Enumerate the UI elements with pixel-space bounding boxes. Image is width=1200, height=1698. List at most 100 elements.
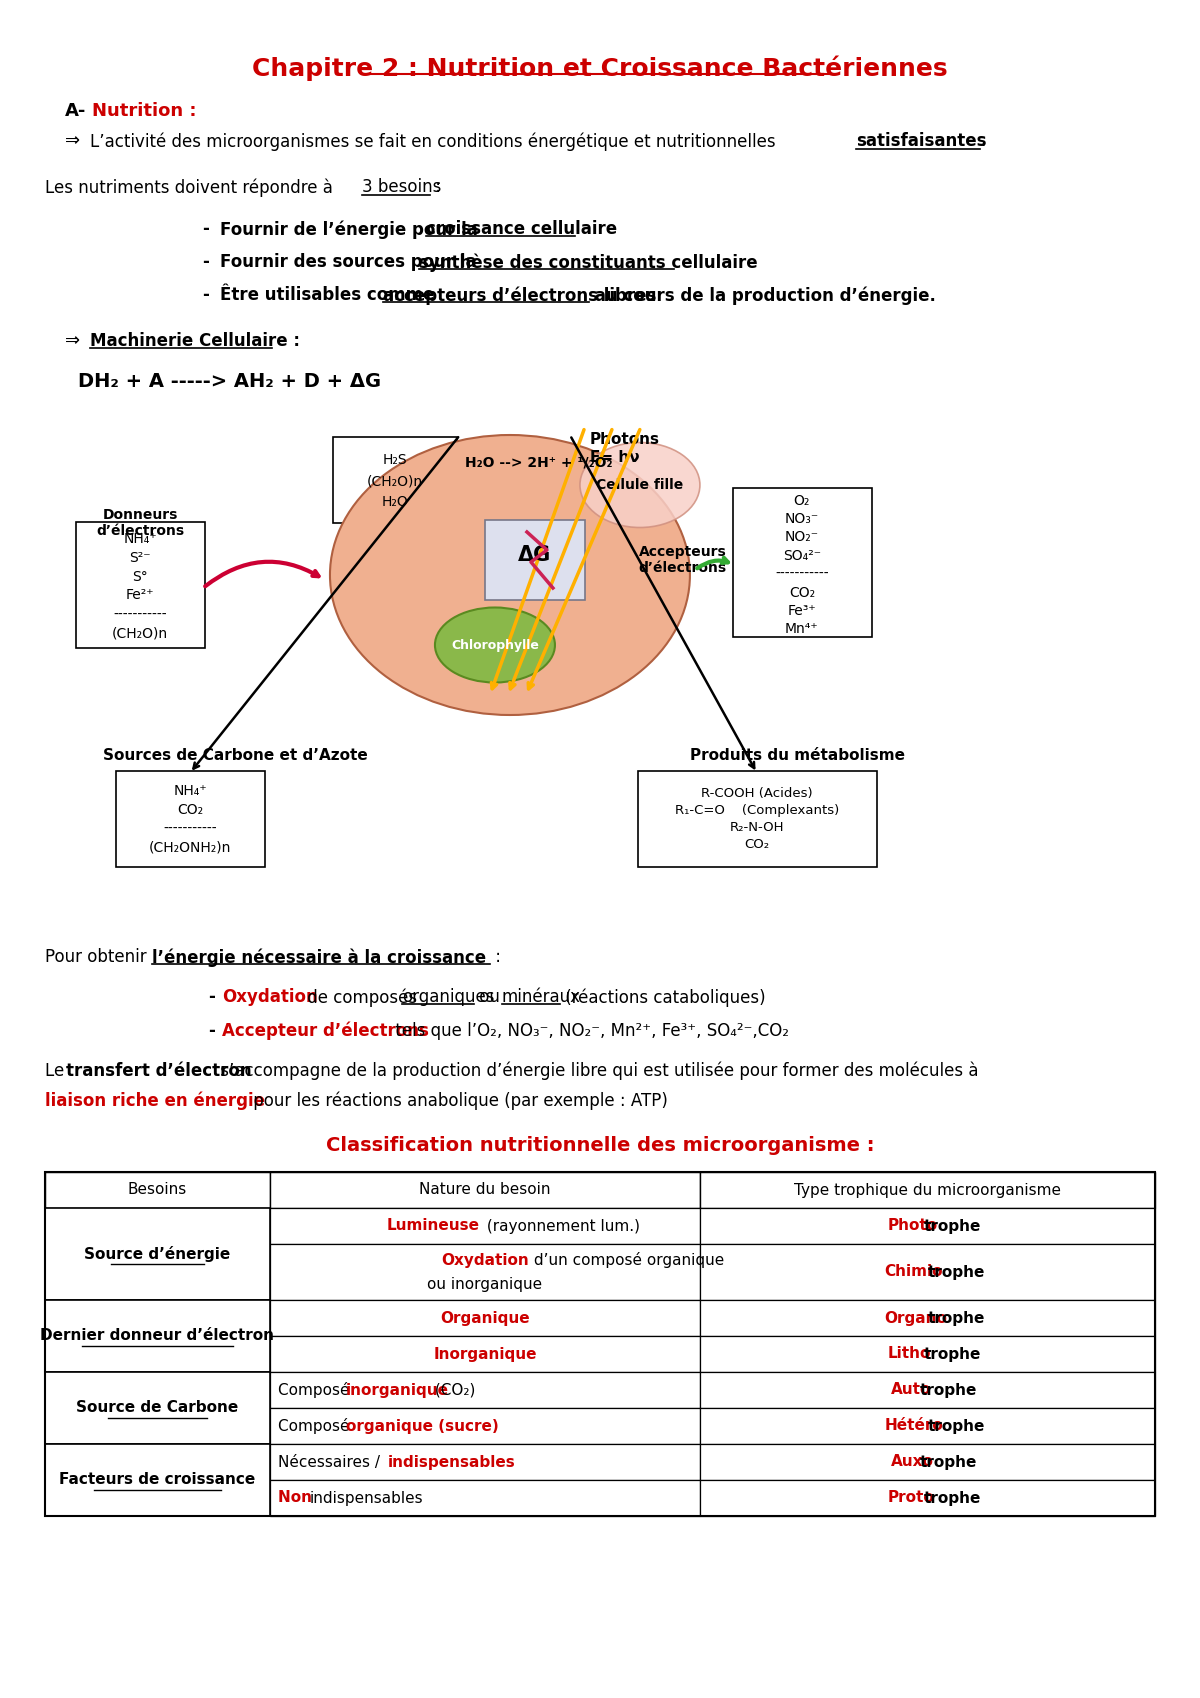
Bar	[700, 1172, 1154, 1207]
Text: trophe: trophe	[920, 1455, 978, 1469]
Bar	[270, 1245, 700, 1301]
Text: Photons: Photons	[590, 431, 660, 447]
Text: trophe: trophe	[924, 1347, 982, 1362]
Text: au cours de la production d’énergie.: au cours de la production d’énergie.	[589, 285, 936, 304]
Text: O₂
NO₃⁻
NO₂⁻
SO₄²⁻
-----------
CO₂
Fe³⁺
Mn⁴⁺: O₂ NO₃⁻ NO₂⁻ SO₄²⁻ ----------- CO₂ Fe³⁺ …	[775, 494, 829, 637]
Text: Produits du métabolisme: Produits du métabolisme	[690, 749, 905, 762]
Text: NH₄⁺
S²⁻
S°
Fe²⁺
-----------
(CH₂O)n: NH₄⁺ S²⁻ S° Fe²⁺ ----------- (CH₂O)n	[112, 531, 168, 640]
Text: inorganique: inorganique	[346, 1382, 449, 1397]
Text: E= hν: E= hν	[590, 450, 640, 465]
Bar	[270, 1207, 700, 1245]
Text: .: .	[980, 132, 985, 149]
Bar	[270, 1481, 700, 1516]
Text: (CO₂): (CO₂)	[430, 1382, 475, 1397]
Text: croissance cellulaire: croissance cellulaire	[426, 221, 617, 238]
Text: Type trophique du microorganisme: Type trophique du microorganisme	[794, 1182, 1061, 1197]
Text: :: :	[490, 947, 500, 966]
Text: Non: Non	[278, 1491, 317, 1506]
Bar	[700, 1336, 1154, 1372]
Text: trophe: trophe	[924, 1219, 982, 1233]
Text: H₂O --> 2H⁺ + ¹/₂O₂: H₂O --> 2H⁺ + ¹/₂O₂	[464, 455, 612, 469]
Text: Chlorophylle: Chlorophylle	[451, 638, 539, 652]
Text: Auto: Auto	[892, 1382, 931, 1397]
Text: -: -	[202, 285, 209, 304]
Text: transfert d’électron: transfert d’électron	[66, 1061, 252, 1080]
Text: de composés: de composés	[302, 988, 422, 1007]
Text: H₂S
(CH₂O)n
H₂O: H₂S (CH₂O)n H₂O	[367, 453, 424, 509]
Text: (rayonnement lum.): (rayonnement lum.)	[482, 1219, 640, 1233]
Text: Facteurs de croissance: Facteurs de croissance	[59, 1472, 256, 1487]
Text: R-COOH (Acides)
R₁-C=O    (Complexants)
R₂-N-OH
CO₂: R-COOH (Acides) R₁-C=O (Complexants) R₂-…	[674, 786, 839, 851]
FancyBboxPatch shape	[332, 436, 457, 523]
FancyBboxPatch shape	[116, 771, 265, 868]
Text: Oxydation: Oxydation	[222, 988, 318, 1005]
Text: Source d’énergie: Source d’énergie	[84, 1246, 230, 1262]
Text: Pour obtenir: Pour obtenir	[44, 947, 152, 966]
Text: trophe: trophe	[920, 1382, 978, 1397]
Ellipse shape	[580, 443, 700, 528]
Bar	[700, 1372, 1154, 1408]
Text: d’un composé organique: d’un composé organique	[529, 1251, 724, 1268]
Text: Sources de Carbone et d’Azote: Sources de Carbone et d’Azote	[103, 749, 367, 762]
Text: -: -	[208, 988, 215, 1005]
Text: (réactions cataboliques): (réactions cataboliques)	[560, 988, 766, 1007]
Text: Cellule fille: Cellule fille	[596, 479, 684, 492]
Bar	[270, 1443, 700, 1481]
Text: -: -	[202, 253, 209, 272]
Text: -: -	[208, 1022, 215, 1039]
Text: trophe: trophe	[928, 1311, 985, 1326]
Text: tels que l’O₂, NO₃⁻, NO₂⁻, Mn²⁺, Fe³⁺, SO₄²⁻,CO₂: tels que l’O₂, NO₃⁻, NO₂⁻, Mn²⁺, Fe³⁺, S…	[390, 1022, 788, 1039]
Text: Inorganique: Inorganique	[433, 1347, 536, 1362]
Text: liaison riche en énergie: liaison riche en énergie	[44, 1092, 265, 1110]
Bar	[44, 1301, 270, 1372]
Text: Composé: Composé	[278, 1418, 354, 1435]
Text: Chapitre 2 : Nutrition et Croissance Bactériennes: Chapitre 2 : Nutrition et Croissance Bac…	[252, 54, 948, 80]
Bar	[700, 1301, 1154, 1336]
FancyBboxPatch shape	[638, 771, 877, 868]
Text: ou: ou	[474, 988, 505, 1005]
Text: Accepteur d’électrons: Accepteur d’électrons	[222, 1022, 428, 1041]
Text: Litho: Litho	[888, 1347, 931, 1362]
Bar	[44, 1207, 270, 1301]
Text: Organique: Organique	[440, 1311, 529, 1326]
Text: Hétéro: Hétéro	[884, 1418, 943, 1433]
Text: Classification nutritionnelle des microorganisme :: Classification nutritionnelle des microo…	[325, 1136, 874, 1155]
Text: -: -	[202, 221, 209, 238]
Text: trophe: trophe	[928, 1418, 985, 1433]
Text: Besoins: Besoins	[128, 1182, 187, 1197]
Text: A-: A-	[65, 102, 86, 121]
Text: ou inorganique: ou inorganique	[427, 1277, 542, 1292]
Text: pour les réactions anabolique (par exemple : ATP): pour les réactions anabolique (par exemp…	[248, 1092, 668, 1110]
Text: Photo: Photo	[888, 1219, 938, 1233]
FancyBboxPatch shape	[76, 521, 205, 649]
Text: Accepteurs
d’électrons: Accepteurs d’électrons	[638, 545, 727, 576]
Text: Auxo: Auxo	[892, 1455, 935, 1469]
Text: l’énergie nécessaire à la croissance: l’énergie nécessaire à la croissance	[152, 947, 486, 966]
Text: indispensables: indispensables	[310, 1491, 424, 1506]
Text: Proto: Proto	[888, 1491, 935, 1506]
Text: satisfaisantes: satisfaisantes	[856, 132, 986, 149]
Bar	[270, 1336, 700, 1372]
Ellipse shape	[330, 435, 690, 715]
Bar	[44, 1372, 270, 1443]
Text: L’activité des microorganismes se fait en conditions énergétique et nutritionnel: L’activité des microorganismes se fait e…	[90, 132, 781, 151]
Text: trophe: trophe	[928, 1265, 985, 1280]
Bar	[700, 1481, 1154, 1516]
Text: synthèse des constituants cellulaire: synthèse des constituants cellulaire	[419, 253, 757, 272]
Text: Source de Carbone: Source de Carbone	[77, 1401, 239, 1416]
Text: Le: Le	[44, 1061, 70, 1080]
Text: Oxydation: Oxydation	[442, 1253, 529, 1267]
Text: Organo: Organo	[884, 1311, 947, 1326]
Text: Nécessaires /: Nécessaires /	[278, 1455, 385, 1469]
Text: Composé: Composé	[278, 1382, 354, 1397]
Text: Fournir de l’énergie pour la: Fournir de l’énergie pour la	[220, 221, 484, 238]
Bar	[700, 1443, 1154, 1481]
Bar	[270, 1172, 700, 1207]
Text: indispensables: indispensables	[388, 1455, 516, 1469]
Text: Machinerie Cellulaire :: Machinerie Cellulaire :	[90, 333, 300, 350]
Bar	[700, 1408, 1154, 1443]
Text: ⇒: ⇒	[65, 333, 80, 350]
Bar	[270, 1372, 700, 1408]
Text: trophe: trophe	[924, 1491, 982, 1506]
Text: minéraux: minéraux	[502, 988, 581, 1005]
